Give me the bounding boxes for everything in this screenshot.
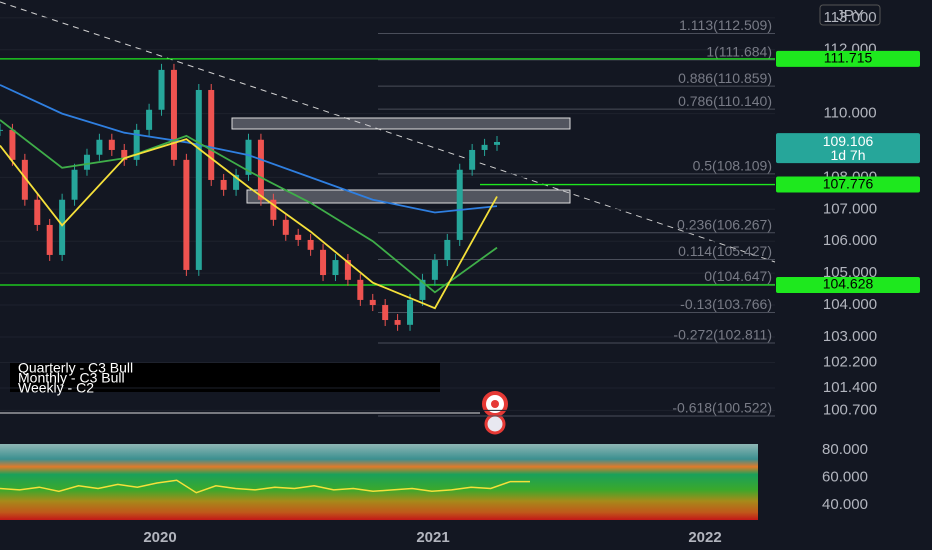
moving-average <box>0 119 498 294</box>
moving-average <box>0 84 498 214</box>
candle <box>481 144 488 150</box>
flag-icon[interactable] <box>484 413 506 435</box>
candle <box>108 139 115 150</box>
candle <box>195 89 202 270</box>
event-icon-dot <box>491 400 499 408</box>
candle <box>233 174 240 190</box>
rsi-tick-label: 60.000 <box>822 468 868 485</box>
candle <box>121 149 128 160</box>
fib-label: 0.786(110.140) <box>678 93 772 109</box>
price-tag-label: 109.106 <box>823 133 874 149</box>
candle <box>208 89 215 180</box>
candle <box>220 179 227 190</box>
candle <box>394 320 401 325</box>
candle <box>0 129 3 131</box>
candle <box>282 219 289 235</box>
moving-average <box>0 138 498 310</box>
rsi-line <box>0 479 530 494</box>
y-tick-label: 101.400 <box>823 379 877 396</box>
fib-label: 1(111.684) <box>706 44 772 60</box>
candle <box>270 199 277 220</box>
candle <box>431 260 438 280</box>
candle <box>307 239 314 250</box>
candle <box>456 169 463 240</box>
candle <box>146 109 153 130</box>
candle <box>46 224 53 255</box>
fib-label: -0.13(103.766) <box>680 296 772 312</box>
y-tick-label: 103.000 <box>823 328 877 345</box>
candle <box>9 129 16 160</box>
price-tag <box>776 176 920 193</box>
price-tag-label: 111.715 <box>824 50 873 66</box>
y-tick-label: 100.700 <box>823 401 877 418</box>
fib-label: 0.236(106.267) <box>677 216 772 232</box>
candle <box>407 299 414 325</box>
fib-label: -0.618(100.522) <box>672 400 772 416</box>
candle <box>295 234 302 240</box>
candle <box>357 279 364 300</box>
x-tick-label: 2020 <box>143 529 176 546</box>
fib-label: 0.886(110.859) <box>678 70 772 86</box>
info-line: Quarterly - C3 Bull <box>18 360 133 376</box>
rsi-bands <box>0 444 758 520</box>
fib-label: 1.113(112.509) <box>679 17 772 33</box>
currency-button[interactable] <box>819 4 881 26</box>
fib-label: 0.114(105.427) <box>678 243 772 259</box>
candle <box>158 69 165 110</box>
info-line: Monthly - C3 Bull <box>18 370 125 386</box>
candle <box>369 299 376 306</box>
fib-label: 0(104.647) <box>704 268 772 284</box>
candle <box>382 305 389 321</box>
candle <box>419 279 426 300</box>
candle <box>344 260 351 280</box>
rsi-tick-label: 40.000 <box>822 496 868 513</box>
candle <box>170 69 177 160</box>
zone <box>231 117 571 130</box>
info-line: Weekly - C2 <box>18 380 94 396</box>
y-tick-label: 104.000 <box>823 296 877 313</box>
candle <box>469 149 476 170</box>
price-tag-label: 107.776 <box>823 175 874 191</box>
candle <box>59 199 66 255</box>
info-box <box>10 362 440 392</box>
candle <box>71 169 78 200</box>
candle <box>21 159 28 200</box>
price-tag-countdown: 1d 7h <box>830 147 865 163</box>
price-tag <box>776 133 920 164</box>
candle <box>320 249 327 276</box>
y-tick-label: 106.000 <box>823 232 877 249</box>
candle <box>83 154 90 170</box>
price-tag <box>776 50 920 67</box>
candle <box>34 199 41 225</box>
candle <box>133 129 140 160</box>
rsi-tick-label: 80.000 <box>822 441 868 458</box>
x-tick-label: 2021 <box>416 529 449 546</box>
y-tick-label: 107.000 <box>823 200 877 217</box>
y-tick-label: 113.000 <box>823 9 876 26</box>
trend-line <box>0 1 776 263</box>
y-tick-label: 110.000 <box>823 105 876 122</box>
candle <box>245 139 252 175</box>
candle <box>494 141 500 145</box>
candle <box>332 260 339 276</box>
candle <box>444 239 451 261</box>
zone <box>246 189 571 204</box>
candle <box>257 139 264 200</box>
y-tick-label: 105.000 <box>823 264 877 281</box>
y-tick-label: 102.200 <box>823 353 877 370</box>
x-tick-label: 2022 <box>688 529 721 546</box>
currency: JPY <box>836 7 864 24</box>
fib-label: 0.5(108.109) <box>693 158 772 174</box>
candle <box>183 159 190 270</box>
price-tag <box>776 276 920 293</box>
candle <box>96 139 103 155</box>
price-tag-label: 104.628 <box>823 276 874 292</box>
fib-label: -0.272(102.811) <box>673 327 772 343</box>
